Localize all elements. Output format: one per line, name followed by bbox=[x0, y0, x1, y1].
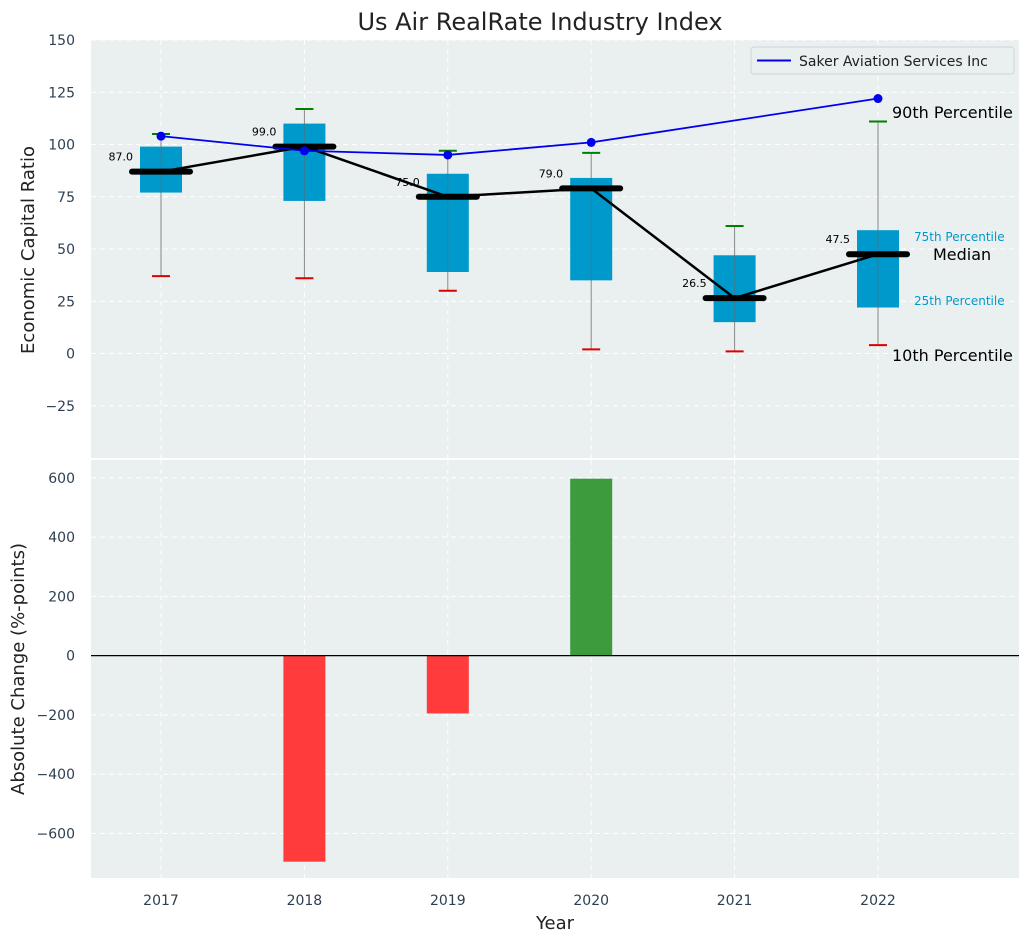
company-series-point bbox=[299, 146, 309, 156]
x-tick-label: 2018 bbox=[287, 893, 323, 909]
bottom-y-tick-label: 0 bbox=[66, 649, 75, 665]
x-tick-label: 2019 bbox=[430, 893, 466, 909]
median-value-label: 75.0 bbox=[395, 176, 420, 189]
x-tick-label: 2017 bbox=[143, 893, 179, 909]
median-value-label: 79.0 bbox=[539, 167, 564, 180]
x-tick-label: 2020 bbox=[573, 893, 609, 909]
bottom-y-axis-label: Absolute Change (%-points) bbox=[8, 543, 29, 795]
change-bar bbox=[283, 655, 326, 862]
median-value-label: 99.0 bbox=[252, 126, 277, 139]
x-tick-label: 2021 bbox=[717, 893, 753, 909]
bottom-plot-background bbox=[91, 460, 1019, 878]
top-y-tick-label: 125 bbox=[48, 85, 75, 101]
top-y-tick-label: 100 bbox=[48, 138, 75, 154]
bottom-y-tick-label: 400 bbox=[48, 530, 75, 546]
company-series-point bbox=[586, 137, 596, 147]
annotation-25th-percentile: 25th Percentile bbox=[914, 294, 1005, 308]
bottom-y-tick-label: −400 bbox=[37, 767, 75, 783]
chart-title: Us Air RealRate Industry Index bbox=[357, 8, 722, 36]
company-series-point bbox=[156, 131, 166, 141]
legend: Saker Aviation Services Inc bbox=[750, 46, 1015, 75]
annotation-75th-percentile: 75th Percentile bbox=[914, 230, 1005, 244]
x-axis-label: Year bbox=[535, 913, 575, 934]
median-value-label: 87.0 bbox=[109, 151, 134, 164]
company-series-point bbox=[443, 150, 453, 160]
bottom-plot-marks bbox=[91, 478, 1019, 862]
axes-text: 150 125 100 75 50 25 0 −25 600 400 200 0 −200 −400 −60… bbox=[37, 33, 896, 909]
top-y-tick-label: 25 bbox=[57, 294, 75, 310]
top-y-tick-label: 50 bbox=[57, 242, 75, 258]
top-plot-marks: 87.0 99.0 75.0 79.0 26.5 47.5 bbox=[109, 94, 910, 353]
annotation-10th-percentile: 10th Percentile bbox=[892, 346, 1013, 365]
median-trend-line bbox=[160, 145, 879, 300]
top-y-tick-label: 75 bbox=[57, 190, 75, 206]
bottom-y-tick-label: −200 bbox=[37, 708, 75, 724]
change-bar bbox=[426, 655, 469, 714]
annotation-median: Median bbox=[933, 245, 991, 264]
annotation-90th-percentile: 90th Percentile bbox=[892, 103, 1013, 122]
median-value-label: 47.5 bbox=[826, 233, 851, 246]
bottom-y-tick-label: 200 bbox=[48, 589, 75, 605]
median-value-label: 26.5 bbox=[682, 277, 707, 290]
company-series-point bbox=[873, 94, 883, 104]
top-y-tick-label: −25 bbox=[45, 399, 75, 415]
legend-series-label: Saker Aviation Services Inc bbox=[799, 54, 988, 70]
bottom-y-tick-label: −600 bbox=[37, 827, 75, 843]
change-bar bbox=[570, 478, 613, 656]
legend-box bbox=[750, 46, 1015, 75]
bottom-y-tick-label: 600 bbox=[48, 471, 75, 487]
top-y-tick-label: 0 bbox=[66, 347, 75, 363]
top-y-tick-label: 150 bbox=[48, 33, 75, 49]
top-y-axis-label: Economic Capital Ratio bbox=[18, 146, 39, 354]
x-tick-label: 2022 bbox=[860, 893, 896, 909]
